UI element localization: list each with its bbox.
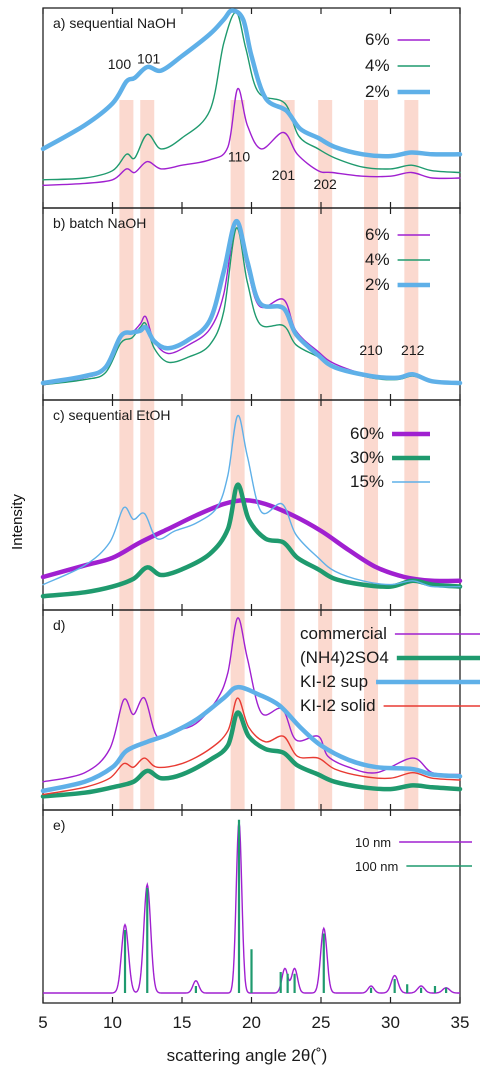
series-line-2	[42, 414, 461, 588]
panel-label: e)	[53, 817, 65, 833]
series-line-0	[40, 497, 463, 584]
legend-entry-label: 4%	[365, 56, 390, 75]
legend-entry-label: 10 nm	[355, 835, 391, 850]
legend-entry-label: 2%	[365, 275, 390, 294]
legend-entry-label: 6%	[365, 30, 390, 49]
x-tick-label-6: 35	[451, 1013, 470, 1032]
panels: a) sequential NaOH 6% 4% 2% 100 101 110 201 202 b…	[40, 7, 480, 1004]
series-line-1	[42, 11, 461, 181]
peak-label-1: 212	[401, 342, 425, 358]
series-line-2	[40, 684, 463, 794]
x-axis-label: scattering angle 2θ(˚)	[167, 1046, 328, 1065]
x-tick-label-0: 5	[38, 1013, 47, 1032]
series-line-2	[40, 8, 463, 159]
highlight-band-0	[119, 100, 134, 810]
panel-0: a) sequential NaOH 6% 4% 2% 100 101 110 201 202	[40, 7, 463, 209]
panel-4: e) 10 nm 100 nm	[42, 809, 472, 1004]
x-tick-label-4: 25	[312, 1013, 331, 1032]
panel-label: d)	[53, 617, 65, 633]
series-line-1	[40, 710, 463, 799]
panel-frame	[42, 207, 461, 401]
y-axis-label: Intensity	[9, 494, 26, 550]
highlight-band-3	[280, 100, 295, 810]
panel-label: c) sequential EtOH	[53, 407, 171, 423]
highlight-band-6	[404, 100, 419, 810]
peak-label-4: 202	[313, 176, 337, 192]
legend-entry-label: 60%	[350, 424, 384, 443]
legend-entry-label: 15%	[350, 472, 384, 491]
series-line-0	[42, 617, 461, 783]
series-line-2	[40, 218, 463, 386]
panel-3: d) commercial (NH4)2SO4 KI-I2 sup KI-I2 soli…	[40, 609, 480, 811]
series-line-0	[42, 88, 461, 186]
x-tick-label-1: 10	[103, 1013, 122, 1032]
legend-entry-label: 100 nm	[355, 859, 398, 874]
legend-entry-label: 30%	[350, 448, 384, 467]
panel-label: b) batch NaOH	[53, 215, 146, 231]
legend-entry-label: (NH4)2SO4	[300, 648, 389, 667]
panel-label: a) sequential NaOH	[53, 15, 176, 31]
series-line-3	[42, 697, 461, 796]
highlight-band-4	[318, 100, 333, 810]
legend-entry-label: 4%	[365, 250, 390, 269]
x-tick-label-3: 20	[242, 1013, 261, 1032]
peak-label-0: 100	[108, 56, 132, 72]
highlight-band-2	[230, 100, 245, 810]
peak-label-1: 101	[137, 50, 161, 66]
series-line-1	[40, 482, 463, 599]
peak-label-2: 110	[228, 149, 251, 165]
x-tick-label-2: 15	[173, 1013, 192, 1032]
series-line-1	[42, 227, 461, 386]
highlight-band-5	[364, 100, 379, 810]
legend-entry-label: KI-I2 solid	[300, 696, 376, 715]
peak-label-3: 201	[272, 167, 296, 183]
legend-entry-label: KI-I2 sup	[300, 672, 368, 691]
panel-1: b) batch NaOH 6% 4% 2% 210 212	[40, 207, 463, 401]
legend-entry-label: 6%	[365, 225, 390, 244]
x-tick-label-5: 30	[381, 1013, 400, 1032]
panel-2: c) sequential EtOH 60% 30% 15%	[40, 399, 463, 611]
highlight-band-1	[140, 100, 155, 810]
legend-entry-label: 2%	[365, 82, 390, 101]
x-axis: 5 10 15 20 25 30 35	[38, 1013, 469, 1032]
legend-entry-label: commercial	[300, 624, 387, 643]
peak-label-0: 210	[359, 342, 383, 358]
panel-frame	[42, 399, 461, 611]
